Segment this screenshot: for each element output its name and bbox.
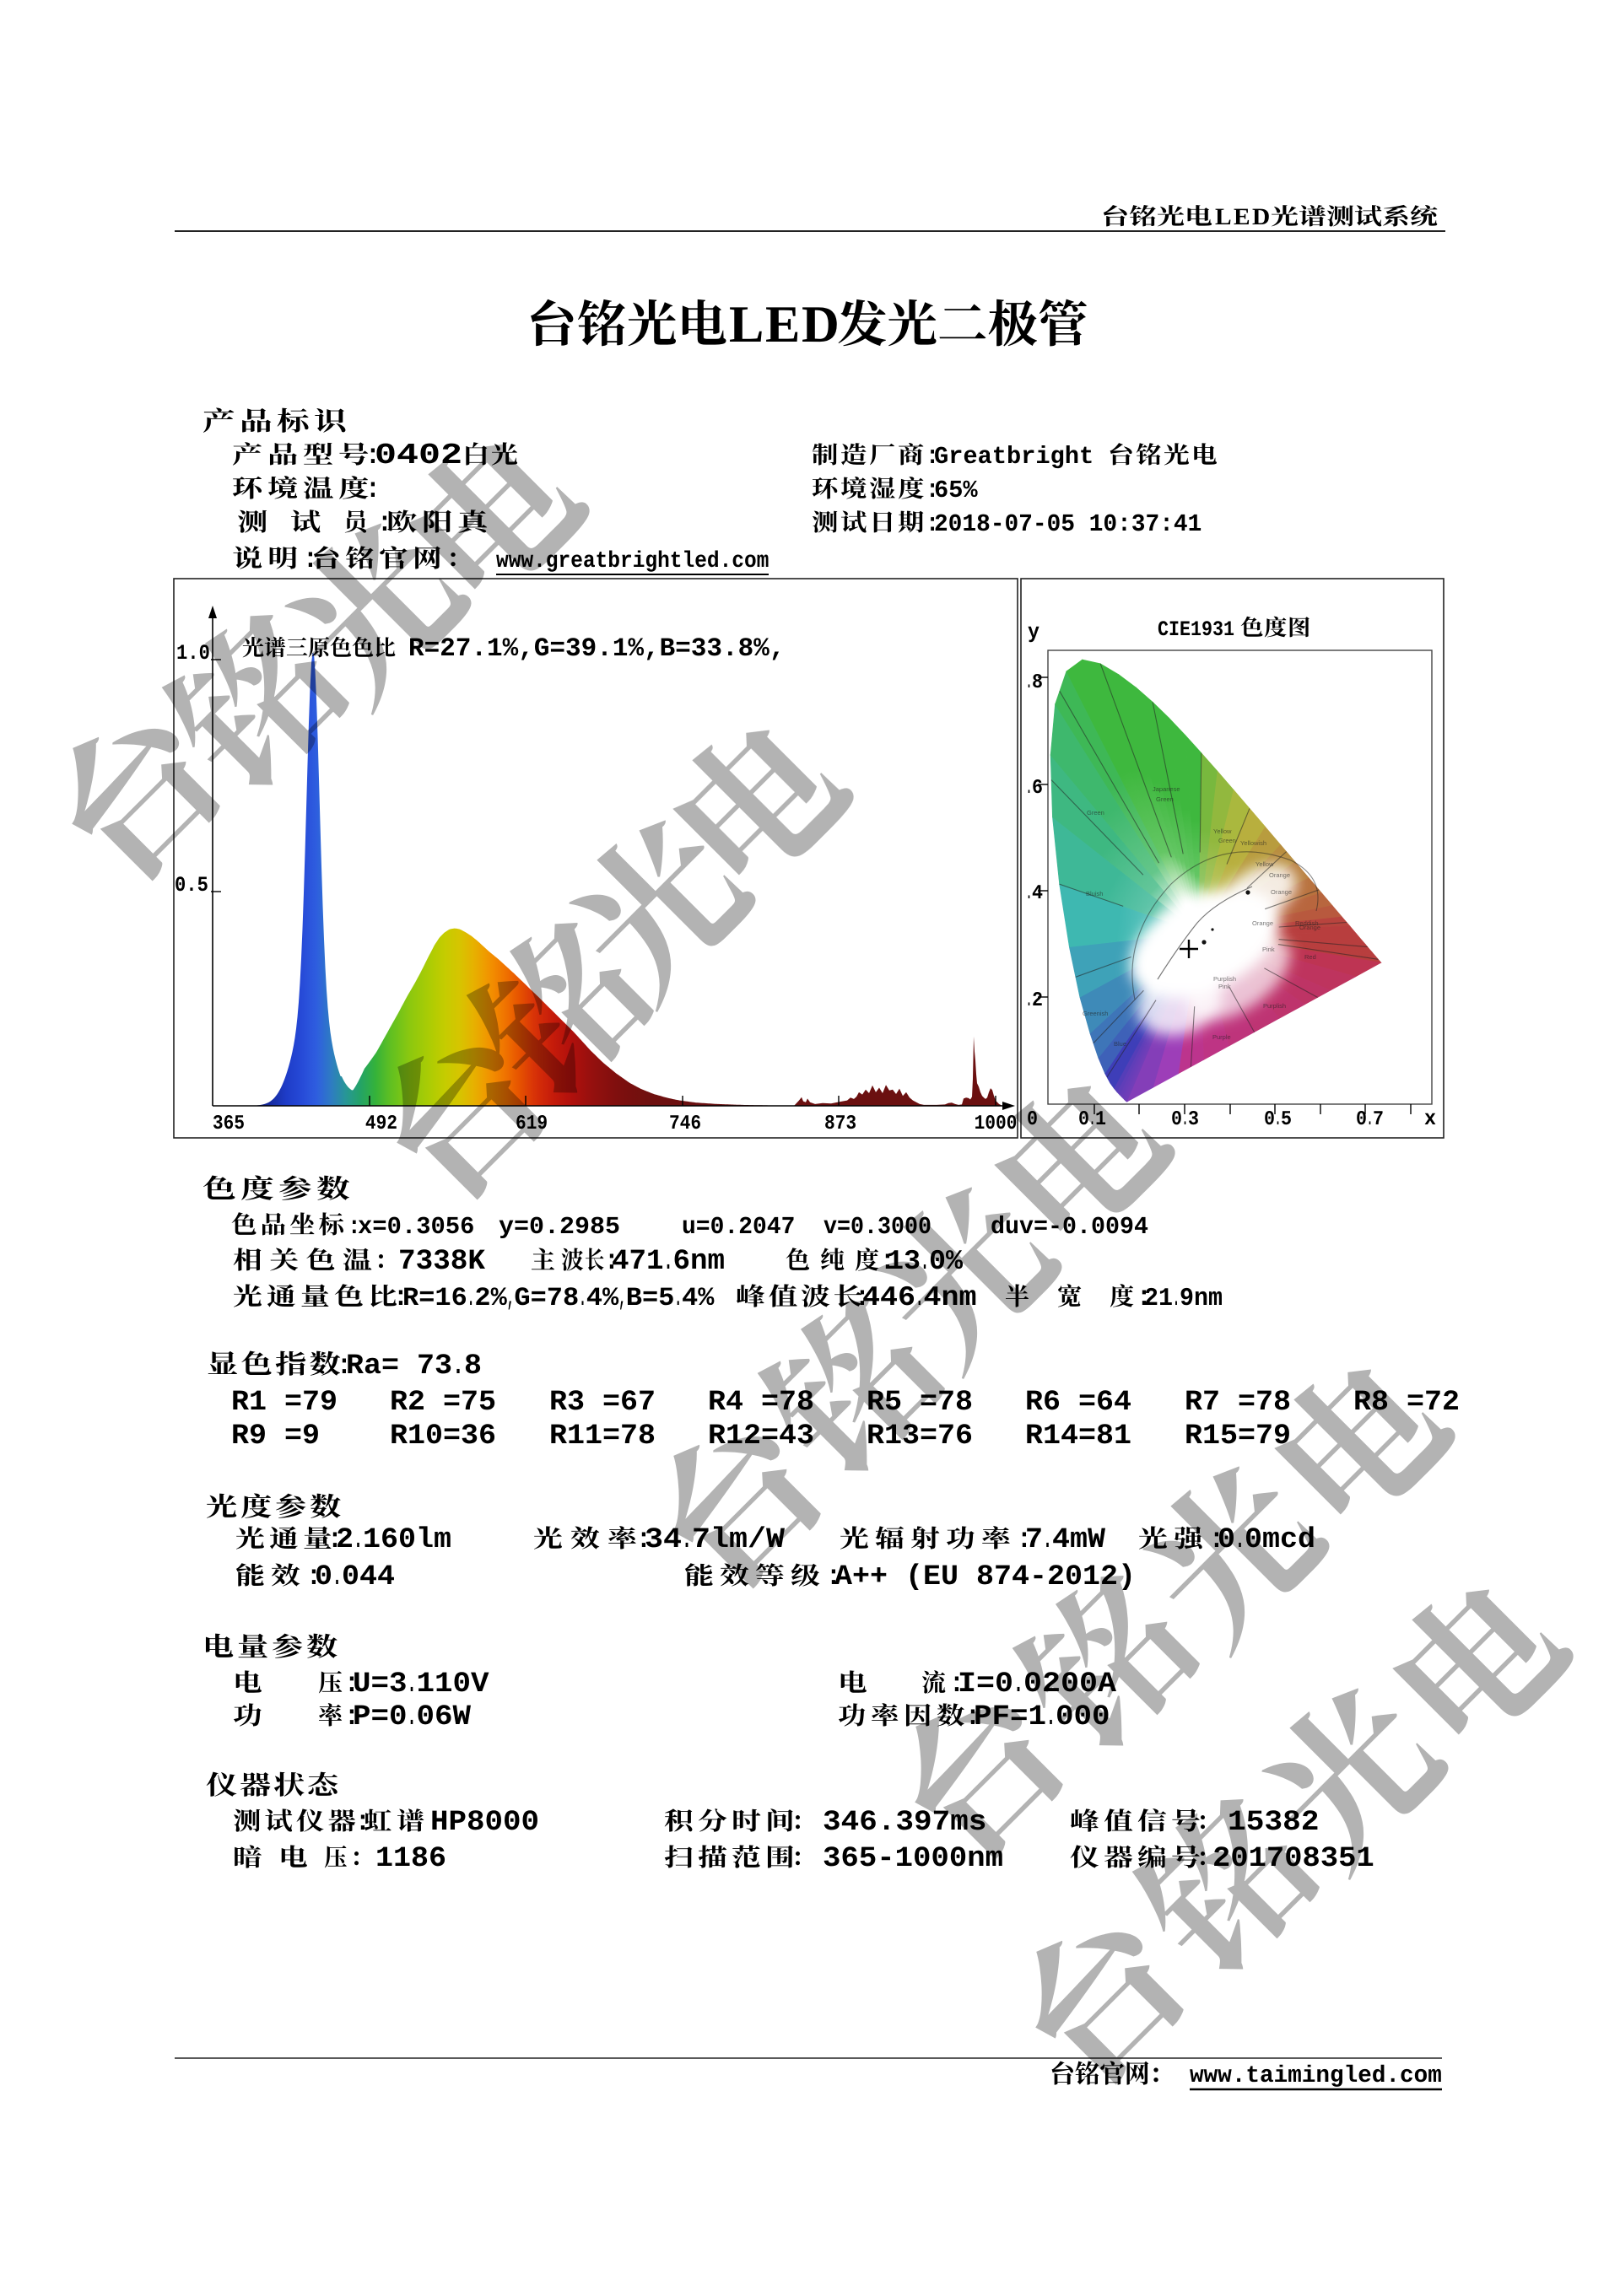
svg-text:Pink: Pink	[1262, 946, 1275, 953]
svg-text:Reddish: Reddish	[1295, 919, 1319, 927]
svg-text:Purplish: Purplish	[1213, 975, 1236, 983]
svg-text:Orange: Orange	[1271, 888, 1292, 896]
svg-text:Orange: Orange	[1299, 924, 1320, 931]
svg-text:Red: Red	[1304, 953, 1316, 961]
svg-text:Orange: Orange	[1269, 871, 1290, 879]
svg-text:Green: Green	[1218, 837, 1236, 844]
svg-text:Pink: Pink	[1218, 983, 1231, 990]
svg-text:Greenish: Greenish	[1083, 1010, 1108, 1017]
svg-text:Green: Green	[1156, 795, 1174, 803]
svg-text:Yellow: Yellow	[1213, 827, 1232, 835]
svg-text:Yellowish: Yellowish	[1240, 839, 1266, 847]
svg-text:Purple: Purple	[1212, 1033, 1231, 1041]
svg-text:Purplish: Purplish	[1263, 1002, 1286, 1010]
svg-text:Green: Green	[1087, 809, 1104, 817]
svg-text:Yellow: Yellow	[1256, 860, 1274, 868]
svg-text:Blue: Blue	[1114, 1040, 1126, 1048]
svg-text:Bluish: Bluish	[1086, 890, 1103, 897]
svg-text:Japanese: Japanese	[1153, 785, 1180, 793]
svg-text:Orange: Orange	[1252, 919, 1273, 927]
